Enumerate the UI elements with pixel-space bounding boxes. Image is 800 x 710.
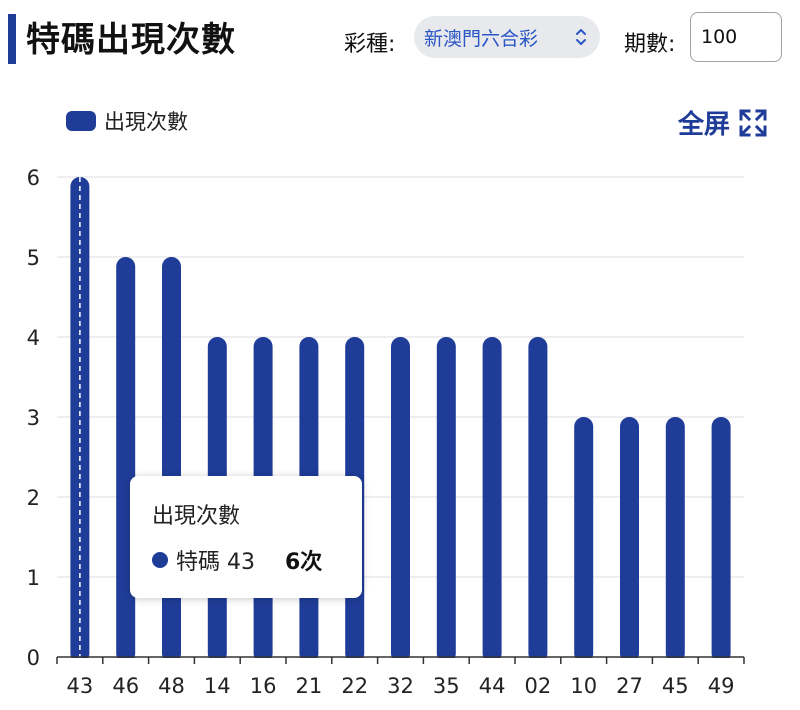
y-tick-label: 3 bbox=[27, 406, 40, 430]
x-tick-label: 02 bbox=[525, 674, 552, 698]
lottery-type-select[interactable]: 新澳門六合彩 bbox=[414, 16, 600, 58]
bar-35[interactable] bbox=[436, 337, 456, 663]
bar-45[interactable] bbox=[665, 417, 685, 663]
bar-48[interactable] bbox=[162, 257, 181, 663]
x-tick-label: 22 bbox=[341, 674, 368, 698]
title-accent-bar bbox=[8, 14, 16, 64]
bar-02[interactable] bbox=[528, 337, 548, 663]
chart-legend[interactable]: 出現次數 bbox=[66, 106, 188, 136]
bar-46[interactable] bbox=[116, 257, 136, 663]
y-tick-label: 0 bbox=[27, 646, 40, 670]
tooltip-value: 6次 bbox=[285, 550, 323, 575]
x-tick-label: 27 bbox=[616, 674, 643, 698]
tooltip-series-dot bbox=[152, 552, 168, 568]
y-tick-label: 4 bbox=[27, 326, 40, 350]
y-axis-labels: 0 1 2 3 4 5 6 bbox=[27, 166, 40, 670]
fullscreen-button[interactable]: 全屏 bbox=[678, 104, 768, 141]
x-tick-label: 21 bbox=[296, 674, 323, 698]
y-tick-label: 6 bbox=[27, 166, 40, 190]
lottery-type-label: 彩種: bbox=[344, 32, 396, 57]
x-tick-label: 48 bbox=[158, 674, 185, 698]
page-title: 特碼出現次數 bbox=[26, 20, 236, 60]
x-tick-label: 35 bbox=[433, 674, 460, 698]
axis-mask bbox=[55, 658, 746, 678]
tooltip-title: 出現次數 bbox=[152, 504, 241, 529]
bar-10[interactable] bbox=[574, 417, 594, 663]
bar-27[interactable] bbox=[620, 417, 639, 663]
lottery-type-value: 新澳門六合彩 bbox=[424, 27, 539, 50]
y-tick-label: 1 bbox=[27, 566, 40, 590]
expand-icon bbox=[739, 109, 767, 136]
bar-44[interactable] bbox=[482, 337, 502, 663]
x-tick-label: 44 bbox=[479, 674, 506, 698]
x-tick-label: 10 bbox=[570, 674, 597, 698]
legend-label: 出現次數 bbox=[104, 110, 188, 134]
tooltip-series-label: 特碼 43 bbox=[176, 550, 255, 575]
x-axis bbox=[55, 656, 746, 678]
x-tick-label: 49 bbox=[708, 674, 735, 698]
legend-swatch bbox=[66, 111, 96, 131]
bar-49[interactable] bbox=[711, 417, 731, 663]
tooltip-row: 特碼 43 6次 bbox=[152, 544, 362, 576]
bar-32[interactable] bbox=[391, 337, 410, 663]
x-tick-label: 16 bbox=[250, 674, 277, 698]
x-tick-label: 14 bbox=[204, 674, 231, 698]
x-tick-label: 32 bbox=[387, 674, 414, 698]
fullscreen-label: 全屏 bbox=[678, 110, 731, 140]
x-tick-label: 45 bbox=[662, 674, 689, 698]
y-tick-label: 2 bbox=[27, 486, 40, 510]
period-count-label: 期數: bbox=[624, 32, 676, 57]
period-count-input[interactable] bbox=[690, 12, 782, 62]
x-axis-labels: 43 46 48 14 16 21 22 32 35 44 02 10 27 45 49 bbox=[67, 674, 735, 698]
x-tick-label: 46 bbox=[112, 674, 139, 698]
x-tick-label: 43 bbox=[67, 674, 94, 698]
chevron-up-down-icon bbox=[576, 29, 586, 45]
y-tick-label: 5 bbox=[27, 246, 40, 270]
chart-tooltip: 出現次數 特碼 43 6次 bbox=[130, 476, 362, 598]
